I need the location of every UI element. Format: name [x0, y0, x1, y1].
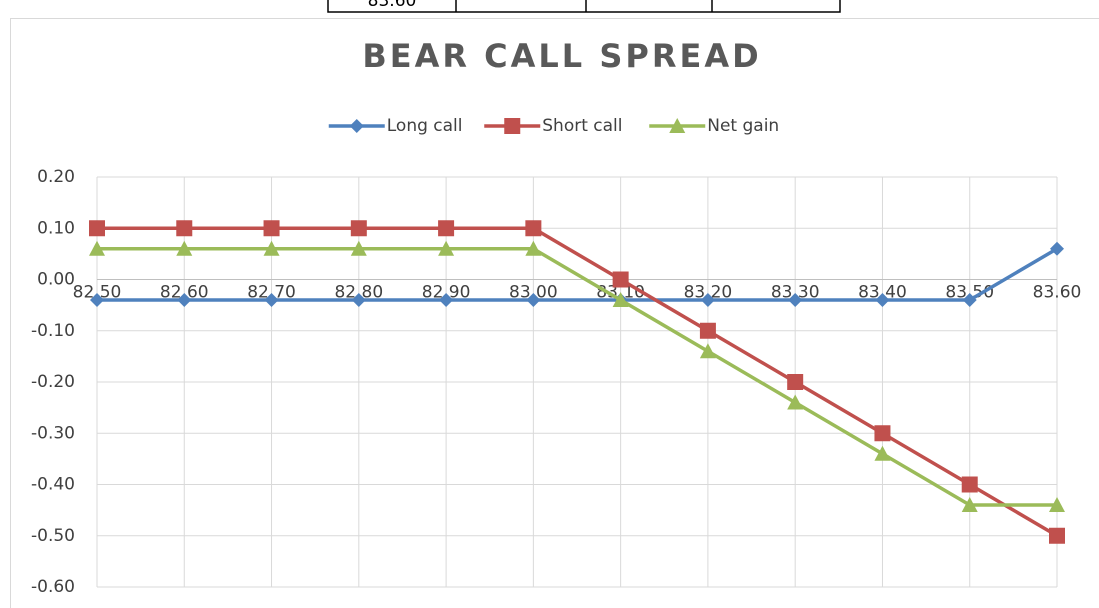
- data-point: [439, 293, 454, 307]
- data-point: [874, 425, 891, 442]
- data-point: [350, 220, 367, 237]
- y-tick-label: -0.10: [31, 321, 75, 341]
- table-fragment: 83.60: [327, 0, 841, 13]
- series-line: [97, 226, 1058, 538]
- data-point: [961, 497, 978, 512]
- legend-label: Short call: [542, 116, 622, 136]
- x-tick-label: 83.00: [509, 283, 558, 303]
- data-point: [961, 476, 978, 493]
- y-tick-label: -0.30: [31, 423, 75, 443]
- y-tick-label: -0.20: [31, 372, 75, 392]
- x-tick-label: 82.60: [160, 283, 209, 303]
- data-point: [699, 322, 716, 339]
- y-tick-label: 0.20: [37, 167, 75, 187]
- data-point: [612, 292, 629, 307]
- data-point: [962, 293, 977, 307]
- data-point: [526, 293, 541, 307]
- legend-marker: [349, 119, 364, 133]
- series-line: [97, 247, 1057, 507]
- data-point: [1049, 527, 1065, 544]
- data-point: [874, 445, 891, 461]
- x-tick-label: 82.90: [422, 283, 471, 303]
- data-point: [438, 240, 455, 256]
- data-point: [177, 293, 192, 307]
- data-point: [351, 293, 366, 307]
- legend-marker: [504, 118, 521, 134]
- data-point: [438, 220, 455, 237]
- data-point: [525, 240, 542, 256]
- data-point: [176, 220, 193, 237]
- x-tick-label: 83.40: [858, 283, 907, 303]
- data-point: [699, 343, 716, 359]
- y-tick-label: -0.40: [31, 475, 75, 495]
- y-tick-label: 0.00: [37, 270, 75, 290]
- x-tick-label: 82.50: [73, 283, 122, 303]
- data-point: [788, 293, 803, 307]
- table-cell: 83.60: [368, 0, 417, 11]
- x-tick-label: 82.80: [334, 283, 383, 303]
- data-point: [787, 394, 804, 410]
- data-point: [89, 240, 105, 256]
- chart-title: BEAR CALL SPREAD: [362, 37, 761, 75]
- x-tick-label: 82.70: [247, 283, 296, 303]
- data-point: [787, 374, 804, 390]
- data-point: [176, 240, 193, 256]
- data-point: [612, 271, 629, 288]
- data-point: [89, 220, 105, 237]
- data-point: [1050, 241, 1064, 256]
- x-tick-label: 83.50: [945, 283, 994, 303]
- y-tick-label: 0.10: [37, 218, 75, 238]
- data-point: [1049, 497, 1065, 512]
- data-point: [263, 220, 280, 237]
- y-tick-label: -0.50: [31, 526, 75, 546]
- series-line: [97, 247, 1058, 302]
- y-tick-label: -0.60: [31, 577, 75, 597]
- data-point: [700, 293, 715, 307]
- legend-label: Long call: [387, 116, 463, 136]
- x-tick-label: 83.30: [771, 283, 820, 303]
- legend-marker: [669, 118, 686, 133]
- chart-border: [10, 18, 1099, 608]
- x-tick-label: 83.60: [1033, 283, 1082, 303]
- data-point: [875, 293, 890, 307]
- x-tick-label: 83.20: [684, 283, 733, 303]
- legend-label: Net gain: [707, 116, 779, 136]
- data-point: [525, 220, 542, 237]
- data-point: [263, 240, 280, 256]
- data-point: [350, 240, 367, 256]
- data-point: [264, 293, 279, 307]
- data-point: [90, 293, 104, 307]
